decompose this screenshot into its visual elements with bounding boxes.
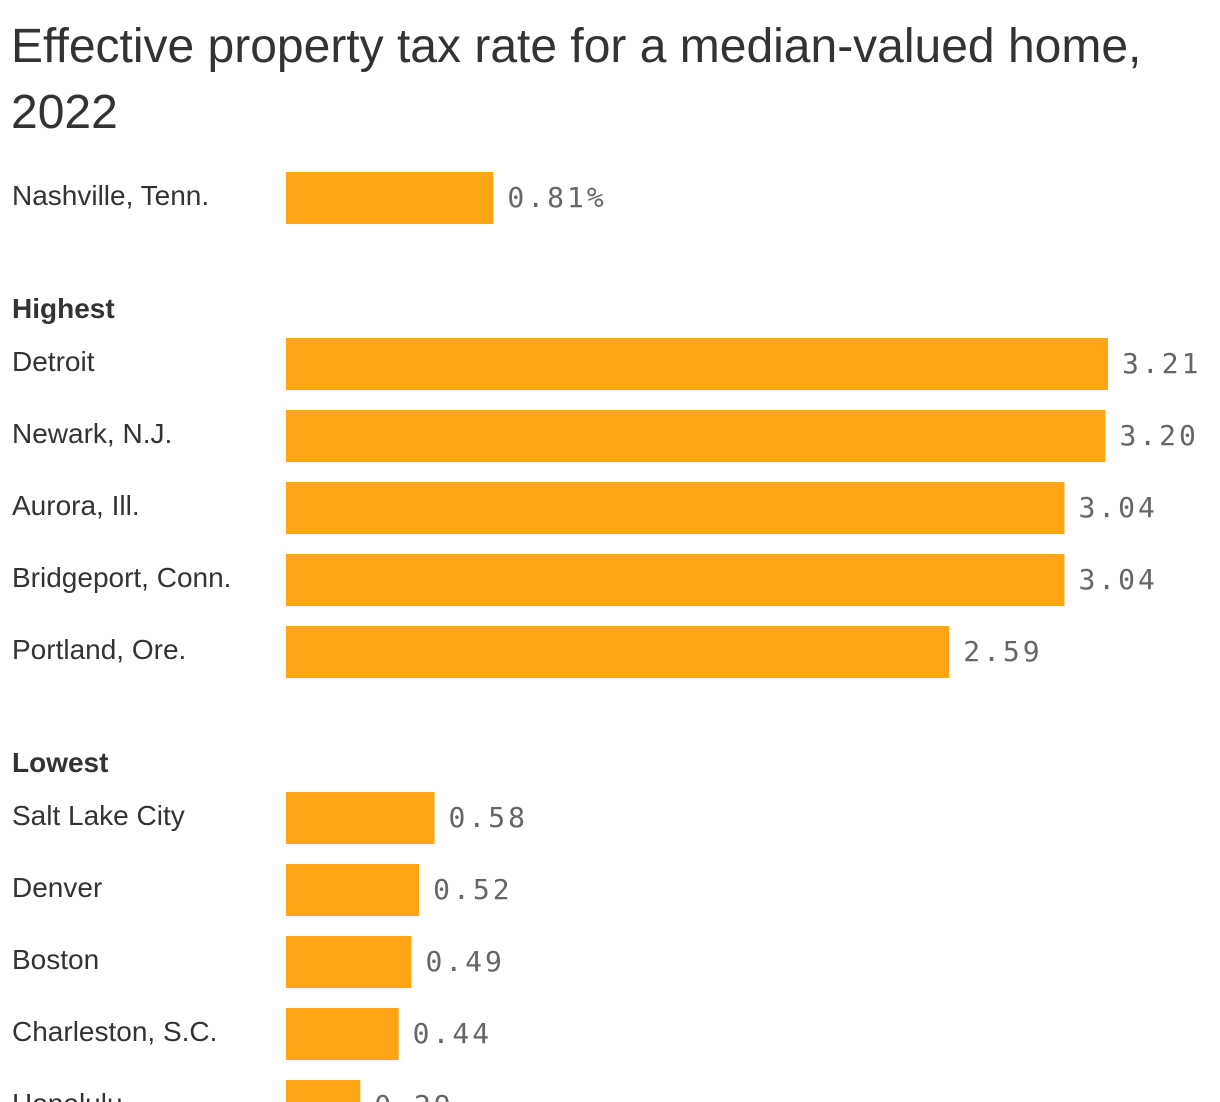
bar-nashville-tenn (286, 172, 494, 224)
bar-detroit (286, 338, 1108, 390)
value-label-charleston-s-c: 0.44 (413, 1017, 492, 1050)
value-label-denver: 0.52 (433, 873, 512, 906)
category-label-salt-lake-city: Salt Lake City (12, 800, 185, 831)
value-label-nashville-tenn: 0.81% (507, 181, 606, 214)
value-label-aurora-ill: 3.04 (1078, 491, 1157, 524)
bar-portland-ore (286, 626, 950, 678)
bar-bridgeport-conn (286, 554, 1065, 606)
value-label-honolulu: 0.29 (374, 1089, 453, 1102)
group-label-highest: Highest (12, 293, 115, 324)
category-label-bridgeport-conn: Bridgeport, Conn. (12, 562, 231, 593)
category-label-honolulu: Honolulu (12, 1088, 123, 1102)
value-label-boston: 0.49 (425, 945, 504, 978)
group-label-lowest: Lowest (12, 747, 108, 778)
bar-boston (286, 936, 412, 988)
category-label-nashville-tenn: Nashville, Tenn. (12, 180, 209, 211)
bar-denver (286, 864, 420, 916)
value-label-portland-ore: 2.59 (963, 635, 1042, 668)
bar-charleston-s-c (286, 1008, 399, 1060)
bar-newark-n-j (286, 410, 1106, 462)
value-label-bridgeport-conn: 3.04 (1078, 563, 1157, 596)
bar-salt-lake-city (286, 792, 435, 844)
value-label-newark-n-j: 3.20 (1119, 419, 1198, 452)
category-label-boston: Boston (12, 944, 99, 975)
value-label-salt-lake-city: 0.58 (449, 801, 528, 834)
category-label-detroit: Detroit (12, 346, 95, 377)
category-label-aurora-ill: Aurora, Ill. (12, 490, 140, 521)
bar-aurora-ill (286, 482, 1065, 534)
category-label-portland-ore: Portland, Ore. (12, 634, 186, 665)
bar-honolulu (286, 1080, 361, 1102)
category-label-denver: Denver (12, 872, 102, 903)
category-label-charleston-s-c: Charleston, S.C. (12, 1016, 217, 1047)
category-label-newark-n-j: Newark, N.J. (12, 418, 172, 449)
chart-title: Effective property tax rate for a median… (11, 20, 1142, 139)
value-label-detroit: 3.21 (1122, 347, 1201, 380)
